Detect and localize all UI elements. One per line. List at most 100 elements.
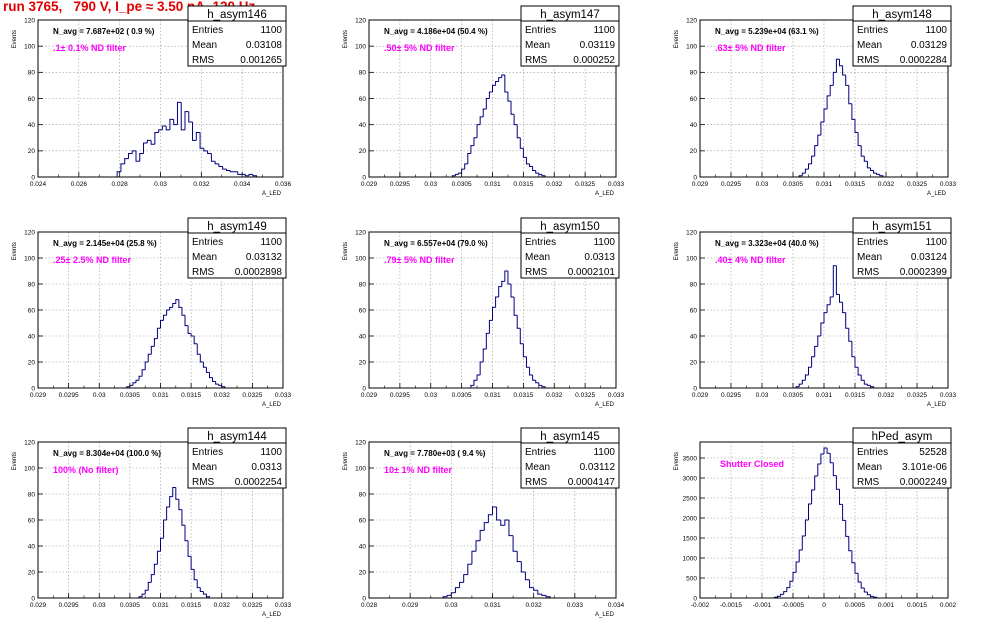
histogram-bin — [863, 588, 868, 593]
x-tick-label: 0.032 — [193, 181, 210, 188]
x-tick-label: 0.033 — [940, 181, 957, 188]
x-tick-label: 0.0305 — [120, 392, 140, 399]
histogram-bins — [116, 101, 258, 177]
x-tick-label: 0.033 — [275, 602, 292, 609]
histogram-bin — [541, 174, 546, 177]
filter-label: .79± 5% ND filter — [384, 255, 455, 265]
histogram-bin — [860, 375, 865, 381]
x-tick-label: 0.034 — [608, 602, 625, 609]
filter-label: .1± 0.1% ND filter — [53, 43, 126, 53]
histogram-bin — [860, 582, 865, 589]
histogram-bin — [192, 122, 197, 141]
histogram-bin — [205, 594, 210, 598]
histogram-bin — [482, 348, 487, 362]
histogram-bin — [826, 448, 831, 454]
histogram-bin — [184, 525, 189, 542]
histogram-bin — [811, 356, 815, 368]
y-tick-label: 0 — [31, 595, 35, 602]
x-tick-label: 0.0295 — [59, 392, 79, 399]
histogram-bin — [786, 587, 790, 592]
y-tick-label: 0 — [693, 595, 697, 602]
histogram-bin — [180, 102, 185, 131]
histogram-bin — [519, 328, 524, 345]
histogram-bin — [777, 595, 781, 598]
histogram-bin — [537, 590, 542, 595]
stats-box-frame — [852, 217, 952, 279]
stats-box-frame — [520, 217, 620, 279]
histogram-bin — [507, 91, 512, 102]
x-tick-label: 0.032 — [878, 181, 895, 188]
stats-rms-value: 0.0002898 — [235, 267, 283, 278]
stats-box: h_asym147 Entries 1100 Mean 0.03119 RMS 0.0002… — [520, 5, 620, 67]
x-tick-label: 0.0325 — [907, 181, 927, 188]
histogram-bin — [156, 550, 161, 565]
histogram-bin — [470, 384, 474, 388]
histogram-bin — [835, 58, 840, 73]
x-tick-label: 0.0295 — [59, 602, 79, 609]
histogram-bin — [501, 74, 505, 78]
histogram-bin — [808, 366, 812, 375]
histogram-bin — [851, 341, 855, 358]
histogram-bin — [851, 103, 855, 120]
stats-mean-label: Mean — [525, 40, 550, 51]
histogram-bin — [525, 356, 530, 368]
histogram-bin — [160, 537, 164, 552]
histogram-bin — [854, 562, 859, 574]
y-tick-label: 100 — [686, 255, 697, 262]
stats-entries-label: Entries — [857, 237, 888, 248]
histogram-bin — [820, 453, 824, 464]
stats-box-frame — [520, 427, 620, 489]
stats-mean-label: Mean — [857, 40, 882, 51]
histogram-bin — [153, 563, 158, 575]
x-tick-label: 0.03 — [93, 392, 106, 399]
histogram-bin — [144, 361, 149, 370]
histogram-bin — [495, 296, 499, 308]
histogram-bin — [181, 307, 185, 316]
x-tick-label: 0.0325 — [242, 602, 262, 609]
stats-title: h_asym148 — [872, 9, 931, 21]
x-tick-label: 0.036 — [275, 181, 292, 188]
stats-rms-value: 0.0002249 — [900, 477, 948, 488]
histogram-bin — [783, 591, 787, 595]
x-axis-title: A_LED — [595, 191, 615, 197]
y-tick-label: 0 — [362, 595, 366, 602]
x-tick-label: 0.032 — [526, 602, 543, 609]
histogram-bin — [244, 174, 250, 177]
stats-rms-value: 0.000252 — [573, 55, 615, 66]
y-axis-title: Events — [343, 30, 349, 48]
histogram-bin — [842, 504, 846, 521]
stats-entries-value: 1100 — [925, 237, 947, 248]
histogram-bin — [252, 174, 258, 177]
histogram-bin — [188, 111, 193, 123]
x-tick-label: -0.002 — [691, 602, 710, 609]
x-tick-label: 0.03 — [756, 392, 769, 399]
histogram-bin — [154, 132, 159, 145]
histogram-bin — [848, 328, 852, 342]
histogram-bin — [533, 587, 538, 591]
stats-rms-label: RMS — [857, 267, 880, 278]
histogram-bin — [116, 171, 121, 177]
grid — [369, 20, 616, 177]
histogram-bin — [165, 125, 170, 131]
y-tick-label: 40 — [28, 543, 36, 550]
stats-box: h_asym145 Entries 1100 Mean 0.03112 RMS 0.0004… — [520, 427, 620, 489]
histogram-bin — [454, 173, 459, 176]
histogram-bin — [237, 171, 242, 175]
histogram-bin — [829, 296, 834, 305]
n-avg-label: N_avg = 3.323e+04 (40.0 %) — [715, 239, 819, 248]
stats-entries-value: 1100 — [260, 25, 282, 36]
stats-rms-value: 0.0002284 — [900, 55, 948, 66]
histogram-bin — [520, 561, 526, 573]
histogram-bin — [172, 303, 176, 308]
x-tick-label: 0.0325 — [242, 392, 262, 399]
y-tick-label: 120 — [355, 439, 366, 446]
x-axis-title: A_LED — [927, 191, 947, 197]
x-tick-label: 0.0015 — [907, 602, 927, 609]
histogram-bins — [442, 506, 551, 598]
filter-label: 10± 1% ND filter — [384, 465, 452, 475]
histogram-bin — [132, 382, 136, 386]
y-tick-label: 80 — [690, 281, 698, 288]
y-tick-label: 80 — [28, 491, 36, 498]
y-tick-label: 60 — [359, 96, 367, 103]
stats-entries-label: Entries — [192, 447, 223, 458]
